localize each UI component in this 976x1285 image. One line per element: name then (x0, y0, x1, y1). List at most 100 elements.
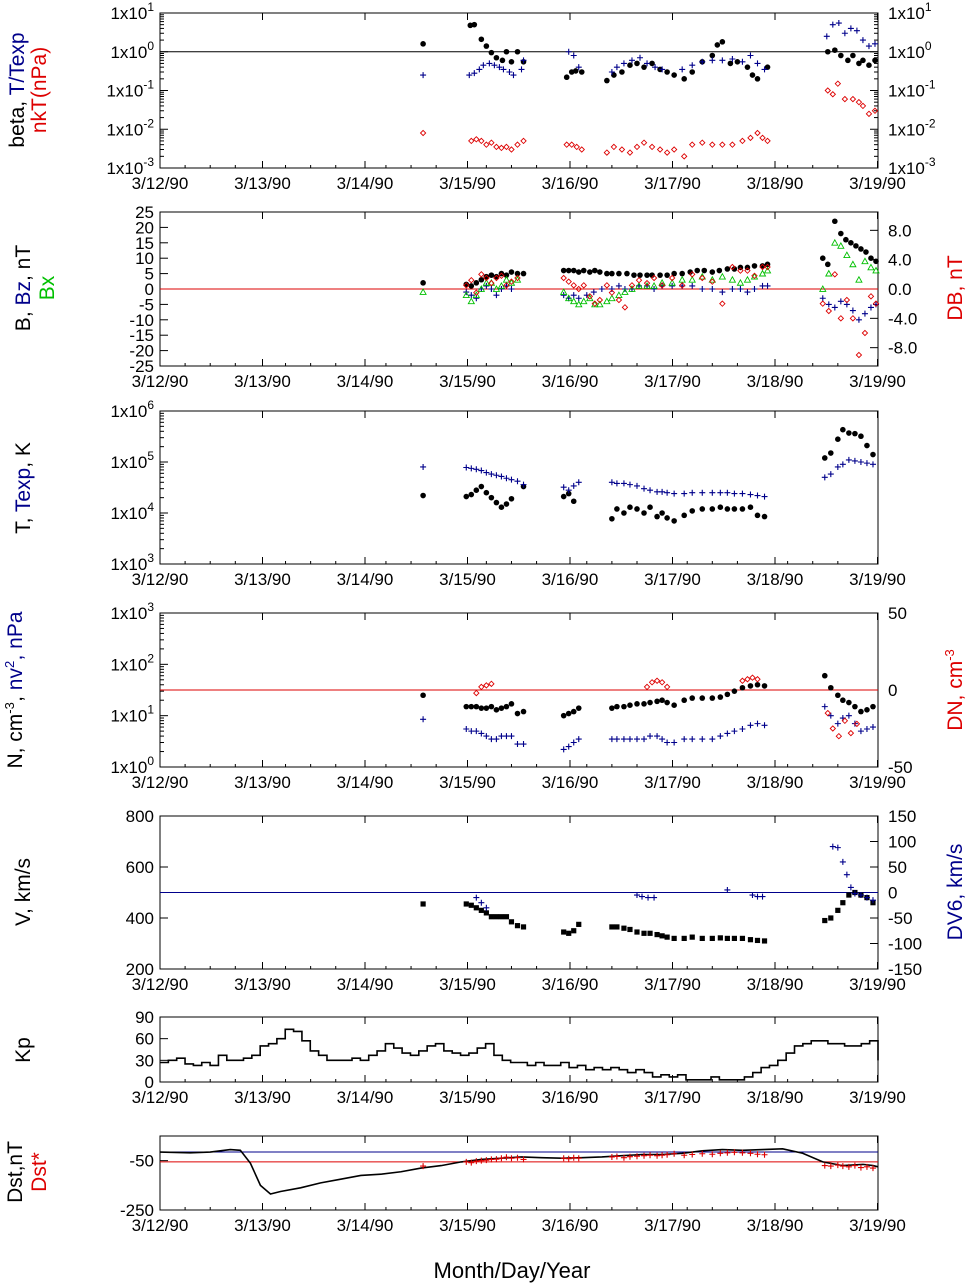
data-point (845, 712, 852, 719)
data-point (709, 489, 716, 496)
data-point (473, 466, 480, 473)
data-point (518, 66, 525, 73)
data-point (759, 263, 766, 269)
data-point (719, 39, 726, 45)
data-point (819, 295, 826, 302)
data-point (483, 282, 490, 289)
x-tick-label: 3/17/90 (644, 1088, 701, 1107)
data-point (653, 677, 661, 684)
series-diamond-red (419, 80, 879, 160)
data-point (689, 736, 696, 743)
panel-frame (159, 1016, 879, 1083)
x-tick-label: 3/13/90 (234, 372, 291, 391)
data-point (709, 736, 716, 743)
data-point (727, 60, 734, 67)
data-point (681, 697, 687, 704)
data-point (841, 717, 849, 725)
x-tick-label: 3/19/90 (849, 1088, 906, 1107)
data-point (596, 296, 604, 304)
data-point (709, 695, 716, 701)
data-point (834, 80, 842, 87)
x-tick-label: 3/13/90 (234, 773, 291, 792)
data-point (699, 736, 706, 743)
data-point (514, 741, 521, 748)
data-point (839, 1163, 846, 1170)
y-tick-label: 1x100 (110, 39, 154, 62)
data-point (681, 490, 688, 497)
data-point (508, 495, 515, 502)
data-point (761, 493, 768, 500)
data-point (647, 1152, 654, 1159)
data-point (858, 708, 864, 715)
data-point (503, 703, 510, 710)
x-tick-label: 3/12/90 (132, 570, 189, 589)
y-axis-label: beta, T/Texp (6, 32, 29, 147)
data-point (608, 69, 615, 76)
data-point (560, 267, 567, 274)
data-point (592, 267, 598, 274)
data-point (659, 697, 665, 704)
data-point (641, 701, 647, 707)
data-point (647, 930, 653, 936)
data-point (852, 703, 858, 710)
data-point (493, 292, 500, 299)
x-tick-label: 3/15/90 (439, 975, 496, 994)
data-point (729, 286, 736, 292)
data-point (648, 143, 656, 151)
data-point (834, 463, 841, 470)
data-point (851, 890, 858, 897)
data-point (679, 66, 686, 73)
data-point (520, 1156, 527, 1163)
data-point (503, 1154, 510, 1161)
data-point (503, 272, 510, 278)
data-point (709, 1151, 716, 1158)
data-point (633, 892, 640, 899)
data-point (498, 473, 505, 480)
data-point (635, 276, 643, 284)
data-point (628, 57, 635, 64)
data-point (835, 436, 841, 442)
data-point (496, 64, 503, 71)
data-point (724, 266, 731, 272)
series-diamond-red (473, 674, 861, 740)
y-tick-label: 1x105 (110, 449, 154, 472)
data-point (420, 280, 426, 286)
x-tick-label: 3/16/90 (542, 570, 599, 589)
y-tick-label: -50 (888, 909, 913, 928)
x-tick-label: 3/19/90 (849, 372, 906, 391)
y-axis-label: N, cm-3 , nv2 , nPa (2, 611, 27, 768)
data-point (863, 1163, 870, 1170)
x-tick-label: 3/13/90 (234, 174, 291, 193)
data-point (498, 1155, 505, 1162)
data-point (831, 304, 838, 311)
data-point (867, 304, 874, 311)
data-point (467, 297, 476, 305)
data-point (627, 926, 633, 933)
data-point (586, 269, 593, 275)
x-tick-label: 3/12/90 (132, 773, 189, 792)
data-point (654, 698, 660, 705)
data-point (608, 1153, 615, 1160)
data-point (628, 285, 636, 292)
data-point (747, 937, 754, 943)
data-point (483, 910, 489, 916)
panel-temperature: 3/12/90 3/13/90 3/14/90 3/15/90 3/16/90 3/17/… (12, 398, 906, 589)
data-point (699, 506, 706, 512)
data-point (478, 483, 485, 490)
data-point (851, 457, 858, 464)
data-point (627, 504, 633, 510)
data-point (565, 490, 572, 497)
series-dot-black (420, 21, 878, 84)
x-tick-label: 3/18/90 (747, 174, 804, 193)
data-point (463, 901, 469, 907)
data-point (560, 493, 567, 500)
data-point (586, 293, 594, 300)
data-point (608, 286, 615, 292)
data-point (829, 843, 836, 850)
series-dot-black (420, 426, 876, 524)
y-tick-label: 1x103 (110, 600, 154, 623)
data-point (508, 146, 515, 153)
data-point (468, 491, 475, 498)
y-tick-label: 1x10-1 (106, 78, 154, 101)
x-tick-label: 3/18/90 (747, 372, 804, 391)
